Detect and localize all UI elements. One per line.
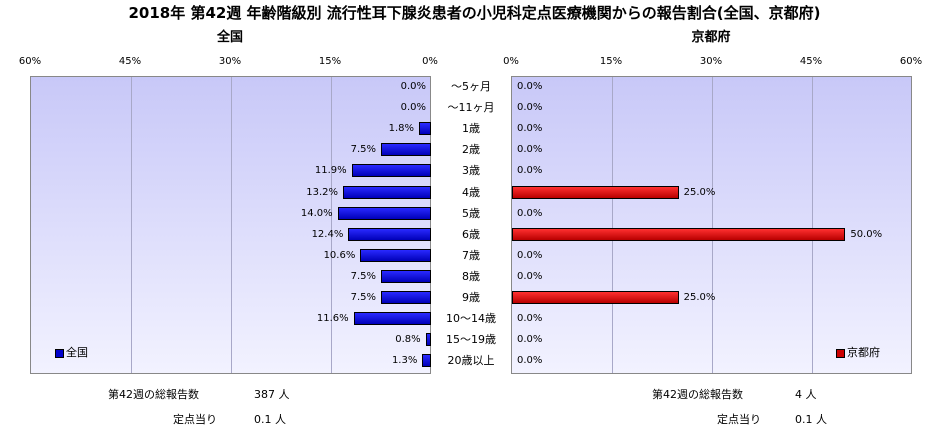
data-label-kyoto: 0.0% [517, 355, 543, 367]
bar-zenkoku [337, 206, 431, 220]
left-panel-title: 全国 [216, 30, 243, 45]
left-tick-label: 15% [318, 56, 342, 67]
right-tick-label: 60% [899, 56, 923, 67]
left-tick-label: 45% [118, 56, 142, 67]
bar-zenkoku [419, 122, 431, 136]
category-label: 1歳 [462, 122, 480, 136]
gridline [231, 77, 232, 373]
data-label-zenkoku: 7.5% [350, 292, 376, 303]
category-label: 7歳 [462, 248, 480, 262]
gridline [812, 77, 813, 373]
category-label: 3歳 [462, 164, 480, 178]
data-label-zenkoku: 12.4% [311, 228, 344, 240]
left-plot-area: 0.0% 0.0% 1.8% 7.5% 11.9% 13.2% 14.0% 12.4% 10.6… [30, 76, 431, 374]
data-label-zenkoku: 0.0% [400, 81, 426, 92]
data-label-zenkoku: 14.0% [300, 207, 333, 219]
left-total-value: 387 人 [254, 388, 290, 401]
bar-zenkoku [353, 312, 431, 326]
category-label: ～11ヶ月 [447, 101, 495, 115]
right-per-label: 定点当り [717, 413, 761, 426]
data-label-kyoto: 0.0% [517, 144, 543, 156]
data-label-zenkoku: 1.8% [388, 123, 414, 135]
right-total-value: 4 人 [795, 388, 817, 401]
data-label-zenkoku: 1.3% [391, 355, 418, 367]
bar-zenkoku [381, 269, 431, 283]
category-label: 9歳 [462, 291, 480, 304]
category-label: 15～19歳 [446, 333, 496, 347]
bar-zenkoku [360, 248, 431, 262]
bar-zenkoku [351, 164, 431, 178]
legend-swatch-icon [55, 348, 64, 358]
data-label-kyoto: 0.0% [517, 165, 543, 177]
data-label-zenkoku: 11.6% [316, 313, 349, 325]
data-label-zenkoku: 7.5% [350, 144, 376, 156]
gridline [331, 77, 332, 373]
left-per-label: 定点当り [173, 413, 217, 426]
chart-title: 2018年 第42週 年齢階級別 流行性耳下腺炎患者の小児科定点医療機関からの報… [128, 4, 821, 22]
right-tick-label: 30% [699, 56, 723, 67]
bar-zenkoku [348, 227, 431, 241]
category-label: 10～14歳 [446, 312, 496, 326]
data-label-kyoto: 0.0% [517, 81, 543, 92]
bar-kyoto [512, 227, 846, 241]
left-tick-label: 30% [218, 56, 242, 67]
category-label: 4歳 [462, 185, 480, 199]
right-tick-label: 0% [503, 56, 519, 67]
gridline [612, 77, 613, 373]
legend-left: 全国 [55, 344, 88, 360]
left-tick-label: 60% [18, 56, 42, 67]
right-plot-area: 0.0% 0.0% 0.0% 0.0% 0.0% 25.0% 0.0% 50.0% 0.0% 0.… [511, 76, 912, 374]
data-label-kyoto: 25.0% [683, 186, 716, 198]
category-label: 8歳 [462, 269, 480, 283]
bar-zenkoku [425, 333, 431, 347]
category-label: 20歳以上 [447, 354, 495, 368]
category-label: 2歳 [462, 143, 480, 157]
category-label: ～5ヶ月 [451, 80, 491, 93]
bar-zenkoku [381, 291, 431, 304]
bar-kyoto [512, 185, 679, 199]
left-per-value: 0.1 人 [254, 413, 286, 426]
legend-left-label: 全国 [66, 346, 88, 359]
left-total-label: 第42週の総報告数 [108, 388, 199, 401]
legend-right-label: 京都府 [847, 346, 880, 359]
data-label-kyoto: 0.0% [517, 207, 543, 219]
data-label-kyoto: 0.0% [517, 123, 543, 135]
data-label-kyoto: 0.0% [517, 313, 543, 325]
data-label-zenkoku: 7.5% [350, 270, 376, 282]
bar-zenkoku [422, 354, 431, 368]
right-tick-label: 45% [799, 56, 823, 67]
right-total-label: 第42週の総報告数 [652, 388, 743, 401]
legend-right: 京都府 [836, 344, 880, 360]
data-label-kyoto: 0.0% [517, 249, 543, 261]
bar-zenkoku [381, 143, 431, 157]
bar-kyoto [512, 291, 679, 304]
data-label-zenkoku: 0.0% [400, 102, 426, 114]
category-label: 5歳 [462, 206, 480, 220]
gridline [131, 77, 132, 373]
data-label-zenkoku: 13.2% [306, 186, 338, 198]
bar-zenkoku [343, 185, 431, 199]
data-label-zenkoku: 0.8% [395, 334, 421, 346]
data-label-kyoto: 0.0% [517, 334, 543, 346]
category-label: 6歳 [462, 227, 480, 241]
legend-swatch-icon [836, 348, 845, 358]
right-panel-title: 京都府 [691, 30, 731, 45]
left-tick-label: 0% [422, 56, 438, 67]
data-label-kyoto: 50.0% [850, 228, 883, 240]
right-per-value: 0.1 人 [795, 413, 827, 426]
data-label-zenkoku: 11.9% [314, 165, 347, 177]
data-label-kyoto: 0.0% [517, 102, 543, 114]
data-label-kyoto: 0.0% [517, 270, 543, 282]
data-label-kyoto: 25.0% [683, 292, 716, 303]
right-tick-label: 15% [599, 56, 623, 67]
data-label-zenkoku: 10.6% [323, 249, 356, 261]
gridline [712, 77, 713, 373]
